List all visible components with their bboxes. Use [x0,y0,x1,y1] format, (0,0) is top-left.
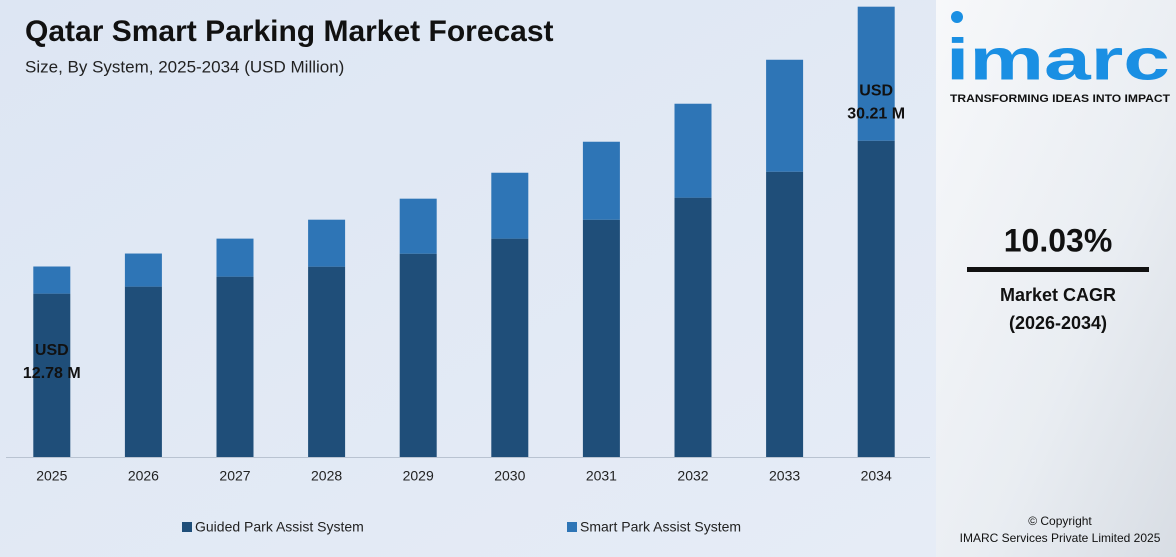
legend-swatch [182,522,192,532]
x-tick-label: 2031 [586,468,617,484]
cagr-value: 10.03% [1004,222,1113,258]
bar-segment [766,171,804,457]
legend-swatch [567,522,577,532]
x-tick-label: 2028 [311,468,342,484]
bar-segment [491,238,529,457]
bar-segment [674,103,712,198]
total-label: 12.78 M [23,365,81,382]
bar-segment [674,197,712,458]
x-tick-label: 2026 [128,468,159,484]
bar-segment [766,59,804,172]
chart-subtitle: Size, By System, 2025-2034 (USD Million) [25,57,344,76]
company: IMARC Services Private Limited 2025 [960,531,1161,545]
cagr-label: Market CAGR [1000,285,1116,305]
sidebar-background [936,0,1176,557]
logo-dot [951,11,963,23]
bar-segment [582,141,620,220]
cagr-divider [967,267,1149,272]
legend-label: Guided Park Assist System [195,519,364,535]
total-label: USD [35,342,69,359]
logo: imarc [946,27,1170,92]
bar-segment [216,238,254,277]
total-label: USD [859,82,893,99]
x-tick-label: 2030 [494,468,525,484]
bar-segment [308,266,346,457]
bar-segment [216,276,254,457]
bar-segment [33,293,71,457]
total-label: 30.21 M [847,105,905,122]
bar-segment [491,172,529,239]
x-tick-label: 2032 [677,468,708,484]
x-tick-label: 2033 [769,468,800,484]
x-tick-label: 2034 [861,468,892,484]
x-tick-label: 2025 [36,468,67,484]
bar-segment [582,219,620,457]
legend-label: Smart Park Assist System [580,519,741,535]
x-tick-label: 2027 [219,468,250,484]
chart-title: Qatar Smart Parking Market Forecast [25,15,554,48]
bar-segment [33,266,71,294]
x-tick-label: 2029 [403,468,434,484]
bar-segment [308,219,346,267]
bar-segment [857,6,895,141]
bar-segment [857,140,895,457]
bar-segment [124,286,162,457]
bar-segment [124,253,162,287]
bar-segment [399,253,437,457]
bar-segment [399,198,437,254]
copyright: © Copyright [1028,514,1092,528]
cagr-period: (2026-2034) [1009,313,1107,333]
tagline: TRANSFORMING IDEAS INTO IMPACT [950,93,1170,105]
